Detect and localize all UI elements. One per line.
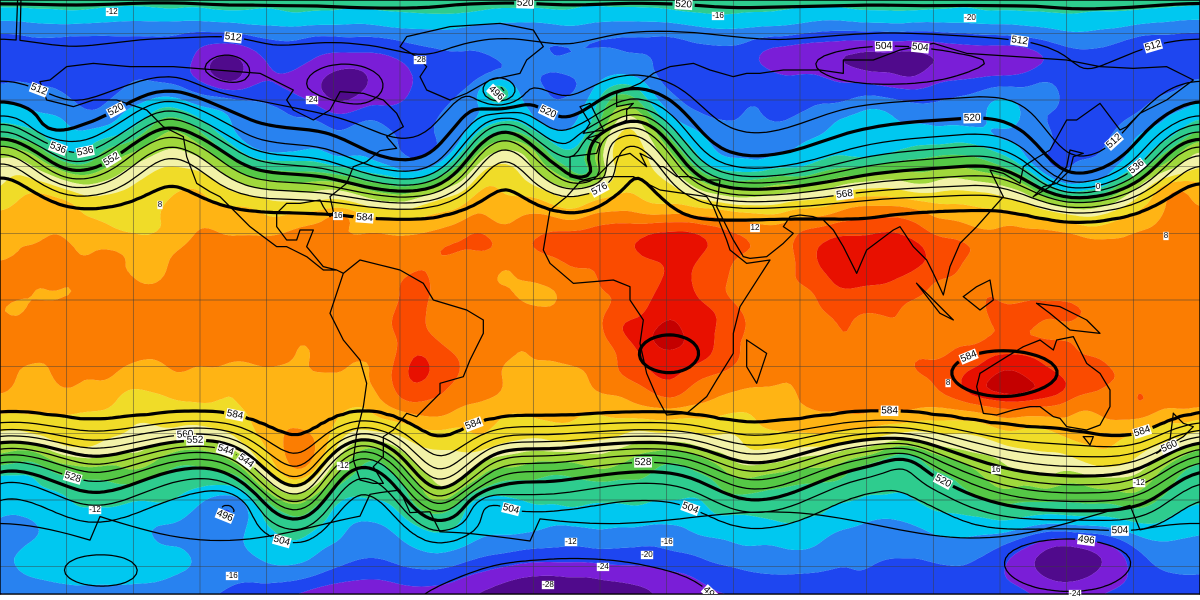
svg-text:-16: -16 bbox=[712, 11, 724, 20]
svg-text:584: 584 bbox=[881, 405, 898, 416]
svg-text:0: 0 bbox=[1096, 182, 1101, 191]
svg-text:-20: -20 bbox=[964, 13, 976, 22]
svg-text:-16: -16 bbox=[226, 571, 238, 580]
svg-text:-24: -24 bbox=[1069, 589, 1081, 598]
svg-text:-12: -12 bbox=[89, 505, 101, 514]
svg-text:-12: -12 bbox=[337, 461, 349, 470]
svg-text:544: 544 bbox=[216, 442, 236, 458]
svg-text:520: 520 bbox=[517, 0, 534, 9]
svg-text:496: 496 bbox=[701, 584, 721, 600]
svg-text:512: 512 bbox=[1011, 34, 1029, 47]
svg-text:512: 512 bbox=[224, 31, 242, 44]
svg-text:584: 584 bbox=[356, 212, 374, 224]
svg-text:512: 512 bbox=[29, 82, 49, 98]
svg-text:-12: -12 bbox=[106, 7, 118, 16]
svg-text:584: 584 bbox=[226, 408, 245, 422]
svg-text:8: 8 bbox=[946, 378, 951, 387]
svg-text:-16: -16 bbox=[661, 537, 673, 546]
svg-text:16: 16 bbox=[334, 211, 343, 220]
svg-text:504: 504 bbox=[911, 41, 929, 54]
svg-text:536: 536 bbox=[48, 140, 68, 156]
svg-text:-12: -12 bbox=[1133, 478, 1145, 487]
svg-text:568: 568 bbox=[836, 188, 854, 201]
svg-text:496: 496 bbox=[215, 508, 235, 525]
svg-text:8: 8 bbox=[158, 200, 163, 209]
svg-text:-28: -28 bbox=[542, 580, 554, 589]
svg-text:8: 8 bbox=[1164, 231, 1169, 240]
svg-text:536: 536 bbox=[76, 145, 95, 159]
svg-text:584: 584 bbox=[1133, 424, 1153, 440]
svg-text:-24: -24 bbox=[306, 95, 318, 104]
svg-text:520: 520 bbox=[675, 0, 693, 11]
svg-text:-12: -12 bbox=[565, 537, 577, 546]
svg-text:504: 504 bbox=[272, 534, 291, 549]
svg-text:496: 496 bbox=[1077, 534, 1095, 547]
svg-text:512: 512 bbox=[1144, 38, 1163, 53]
svg-text:-28: -28 bbox=[414, 55, 426, 64]
svg-text:504: 504 bbox=[501, 502, 520, 517]
svg-text:552: 552 bbox=[187, 435, 204, 446]
svg-text:504: 504 bbox=[875, 41, 892, 52]
svg-text:16: 16 bbox=[991, 465, 1000, 474]
svg-text:520: 520 bbox=[964, 113, 981, 124]
svg-text:528: 528 bbox=[63, 470, 83, 485]
svg-text:12: 12 bbox=[751, 223, 760, 232]
svg-text:-24: -24 bbox=[597, 562, 609, 571]
svg-text:504: 504 bbox=[1112, 525, 1129, 536]
svg-text:-20: -20 bbox=[641, 550, 653, 559]
svg-text:528: 528 bbox=[635, 457, 652, 468]
svg-text:504: 504 bbox=[680, 500, 700, 516]
